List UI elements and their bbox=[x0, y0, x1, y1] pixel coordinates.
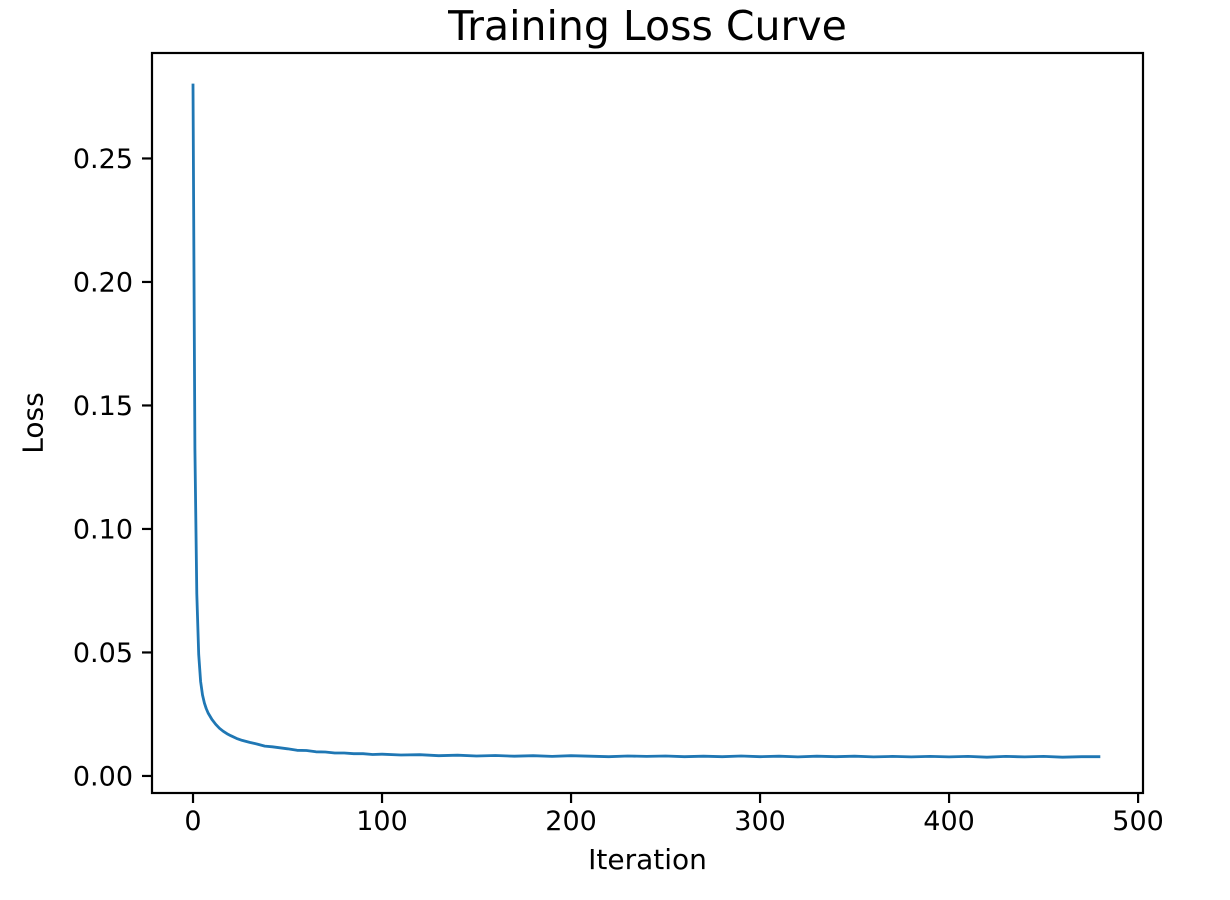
y-tick-label: 0.05 bbox=[73, 638, 133, 669]
axes-frame bbox=[150, 51, 1145, 795]
chart-title: Training Loss Curve bbox=[448, 2, 847, 50]
y-tick-label: 0.25 bbox=[73, 144, 133, 175]
y-axis-label: Loss bbox=[16, 392, 50, 454]
x-axis-label: Iteration bbox=[588, 843, 707, 876]
training-loss-line bbox=[191, 83, 1101, 759]
y-tick-label: 0.15 bbox=[73, 391, 133, 422]
x-tick-label: 100 bbox=[356, 806, 408, 837]
x-tick-label: 300 bbox=[734, 806, 786, 837]
x-tick-label: 400 bbox=[923, 806, 975, 837]
y-tick-label: 0.10 bbox=[73, 515, 133, 546]
y-tick-label: 0.00 bbox=[73, 762, 133, 793]
x-tick-label: 500 bbox=[1112, 806, 1164, 837]
x-tick-label: 200 bbox=[545, 806, 597, 837]
x-tick-label: 0 bbox=[184, 806, 201, 837]
y-tick-label: 0.20 bbox=[73, 268, 133, 299]
